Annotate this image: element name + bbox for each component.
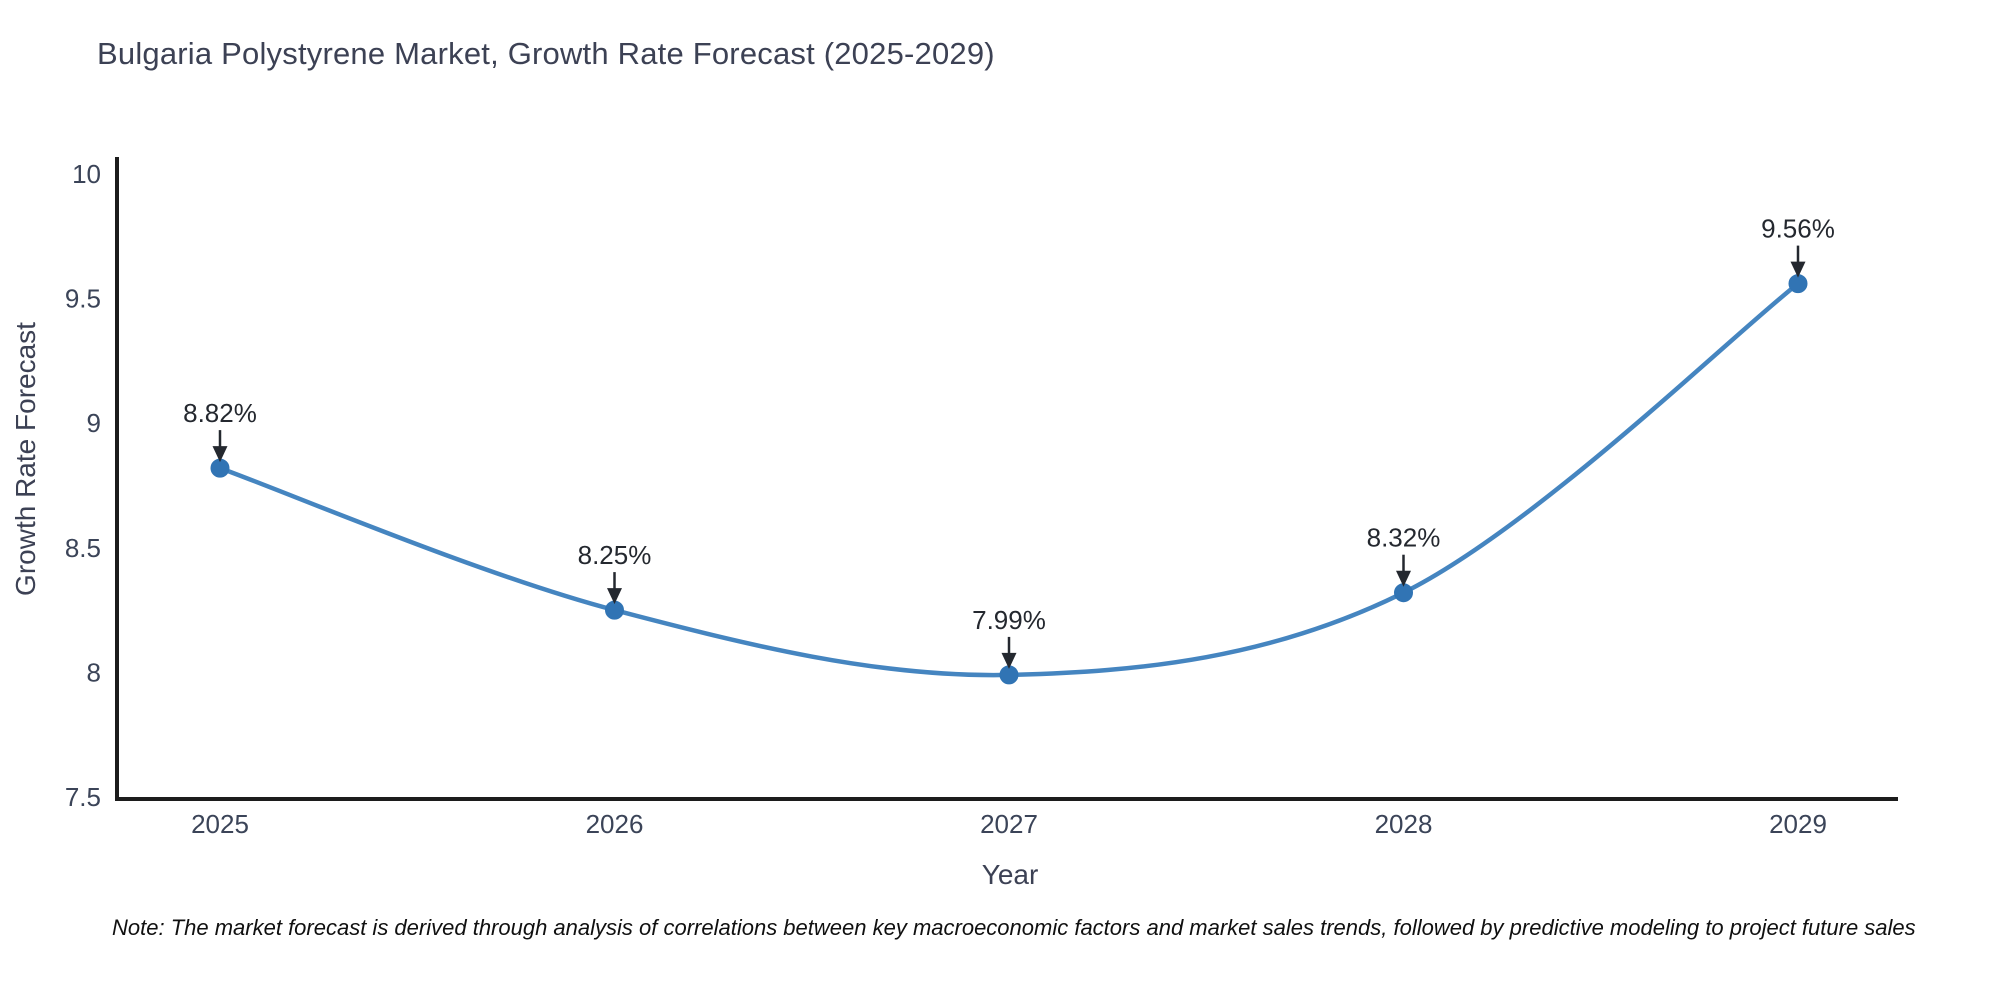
y-tick-label-9: 9 [87,408,101,438]
point-value-label-2027: 7.99% [972,605,1046,635]
y-tick-label-10: 10 [72,159,101,189]
y-tick-label-8.5: 8.5 [65,533,101,563]
annotation-arrowhead-icon [1001,652,1017,669]
axes-spines [115,157,1898,801]
y-tick-label-9.5: 9.5 [65,284,101,314]
point-value-label-2025: 8.82% [183,398,257,428]
point-value-label-2029: 9.56% [1761,214,1835,244]
x-tick-label-2026: 2026 [586,809,644,839]
annotation-arrowhead-icon [607,588,622,605]
y-tick-label-8: 8 [87,657,101,687]
x-tick-label-2028: 2028 [1375,809,1433,839]
annotation-arrowhead-icon [1396,570,1411,587]
annotation-arrowhead-icon [1790,261,1806,278]
x-tick-label-2029: 2029 [1769,809,1827,839]
point-value-label-2026: 8.25% [578,540,652,570]
y-tick-label-7.5: 7.5 [65,782,101,812]
annotation-arrowhead-icon [212,446,228,463]
x-tick-label-2027: 2027 [980,809,1038,839]
footnote: Note: The market forecast is derived thr… [112,915,1916,940]
x-tick-label-2025: 2025 [191,809,249,839]
point-value-label-2028: 8.32% [1367,523,1441,553]
x-axis-title: Year [981,859,1039,890]
chart-title: Bulgaria Polystyrene Market, Growth Rate… [97,36,995,71]
